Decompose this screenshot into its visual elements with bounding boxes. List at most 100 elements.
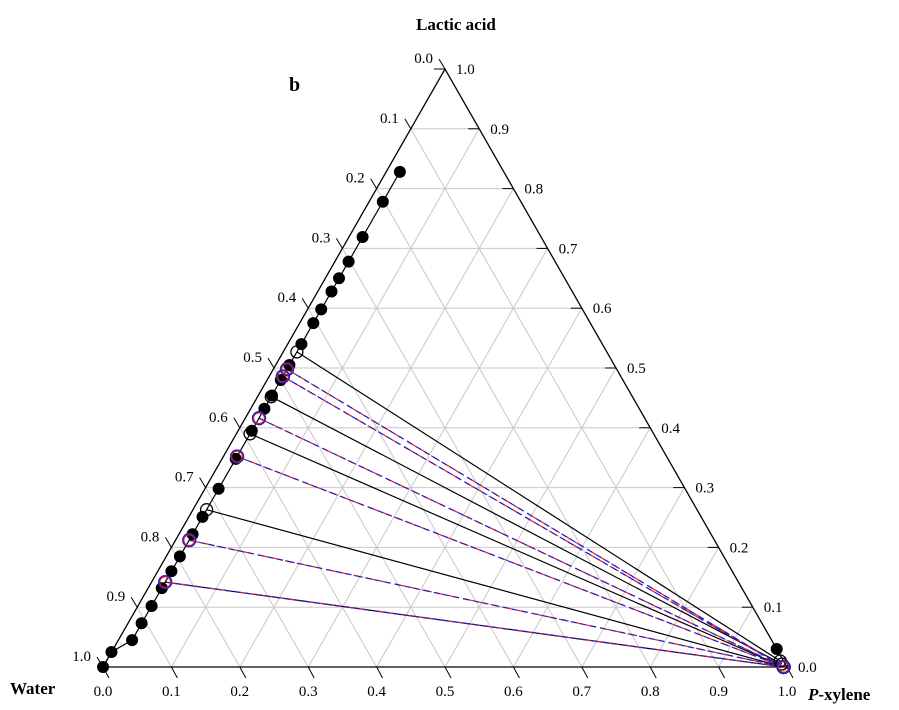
vertex-label-p-xylene: P-xylene <box>807 685 871 704</box>
tick-mark <box>307 666 315 679</box>
tick-mark <box>301 297 309 309</box>
binodal-point <box>295 338 308 351</box>
experimental-tie-lines <box>165 351 784 668</box>
tick-label-right: 0.2 <box>730 540 749 556</box>
tick-label-right: 0.4 <box>661 421 680 437</box>
vertex-label-p-xylene-suffix: -xylene <box>818 685 870 704</box>
binodal-point <box>356 231 369 243</box>
grid-line-xylene <box>444 367 617 668</box>
tick-mark <box>233 417 241 429</box>
grid-line-water <box>205 487 309 668</box>
tick-label-bottom: 0.3 <box>299 684 318 700</box>
tick-mark <box>512 666 520 679</box>
tie-line-model2 <box>189 539 784 668</box>
tie-line-experimental <box>206 509 784 668</box>
tick-label-left: 0.1 <box>380 111 399 127</box>
tick-mark <box>718 666 726 679</box>
tick-mark <box>267 357 275 369</box>
grid-line-water <box>170 547 241 668</box>
tick-label-right: 0.8 <box>524 182 543 198</box>
tick-label-right: 0.5 <box>627 361 646 377</box>
tie-point-model2 <box>275 369 291 384</box>
tick-label-bottom: 0.5 <box>436 684 455 700</box>
tick-label-left: 1.0 <box>72 649 91 665</box>
tick-mark <box>581 666 589 679</box>
tick-label-bottom: 1.0 <box>778 684 797 700</box>
binodal-point <box>333 272 345 285</box>
tick-label-bottom: 0.7 <box>572 684 591 700</box>
tie-point-model2 <box>229 449 245 464</box>
grid-line-xylene <box>512 427 651 668</box>
tie-point-model1 <box>183 534 196 547</box>
vertex-label-water: Water <box>10 679 56 698</box>
data-markers <box>97 165 791 675</box>
tick-label-left: 0.4 <box>277 290 296 306</box>
binodal-point <box>770 643 783 655</box>
vertex-label-lactic-acid: Lactic acid <box>416 15 496 34</box>
right-axis-ticks: 0.0 0.1 0.2 0.3 0.4 0.5 0.6 0.7 0.8 0.9 1.0 <box>434 62 817 676</box>
grid-line-water <box>239 427 378 668</box>
tick-label-bottom: 0.4 <box>367 684 386 700</box>
tie-point-model1 <box>777 660 790 674</box>
tie-point-model2 <box>158 574 173 590</box>
tick-label-right: 0.1 <box>764 600 783 616</box>
tie-line-experimental <box>271 396 783 665</box>
grid-lines <box>136 128 754 668</box>
tick-mark <box>370 178 378 189</box>
binodal-point <box>196 510 209 523</box>
tick-label-right: 0.3 <box>695 481 714 497</box>
binodal-point <box>105 646 118 658</box>
binodal-point <box>173 550 186 563</box>
left-axis-ticks: 0.0 0.1 0.2 0.3 0.4 0.5 0.6 0.7 0.8 0.9 1.0 <box>72 51 446 668</box>
tie-point-experimental <box>264 390 278 404</box>
tick-mark <box>199 477 207 488</box>
tie-point-model1 <box>230 450 244 463</box>
tick-label-right: 0.7 <box>559 241 578 257</box>
tick-label-left: 0.5 <box>243 350 262 366</box>
binodal-point <box>342 255 355 268</box>
tick-mark <box>444 666 452 679</box>
tick-label-left: 0.9 <box>106 589 125 605</box>
tick-label-bottom: 0.6 <box>504 684 523 700</box>
binodal-point <box>376 195 389 208</box>
tie-point-model1 <box>280 363 294 376</box>
tick-label-left: 0.0 <box>414 51 433 67</box>
binodal-point <box>165 565 178 578</box>
tick-mark <box>130 596 138 608</box>
tie-point-model2 <box>182 533 197 548</box>
binodal-point <box>135 617 148 630</box>
tick-mark <box>164 537 172 548</box>
vertex-label-p-xylene-prefix: P <box>807 685 819 704</box>
tie-point-model2 <box>776 659 791 675</box>
tick-mark <box>376 666 384 679</box>
tick-mark <box>404 118 412 130</box>
tie-line-model2 <box>236 455 784 668</box>
model1-tie-lines <box>165 368 784 668</box>
grid-line-xylene <box>718 606 754 668</box>
tie-line-experimental <box>249 433 784 668</box>
tick-label-right: 1.0 <box>456 62 475 78</box>
tick-label-bottom: 0.8 <box>641 684 660 700</box>
tie-point-model1 <box>276 370 290 383</box>
grid-line-water <box>136 606 172 668</box>
tie-point-model1 <box>159 575 172 589</box>
binodal-point <box>315 303 328 316</box>
binodal-point <box>393 165 406 178</box>
tick-mark <box>438 58 446 70</box>
binodal-line <box>102 171 401 668</box>
binodal-point <box>325 285 338 298</box>
bottom-axis-ticks: 0.0 0.1 0.2 0.3 0.4 0.5 0.6 0.7 0.8 0.9 1.0 <box>94 666 797 700</box>
tie-point-experimental <box>290 345 304 359</box>
tie-line-model2 <box>165 581 784 668</box>
tick-label-left: 0.7 <box>175 470 194 486</box>
binodal-point <box>307 317 320 330</box>
tie-point-experimental <box>199 503 214 517</box>
binodal-point <box>97 661 109 673</box>
tick-mark <box>170 666 178 679</box>
tie-point-model2 <box>251 411 267 426</box>
grid-line-xylene <box>307 248 549 668</box>
tick-label-left: 0.2 <box>346 171 365 187</box>
tick-label-right: 0.0 <box>798 660 817 676</box>
tie-line-model2 <box>282 375 784 668</box>
tick-label-left: 0.3 <box>312 230 331 246</box>
